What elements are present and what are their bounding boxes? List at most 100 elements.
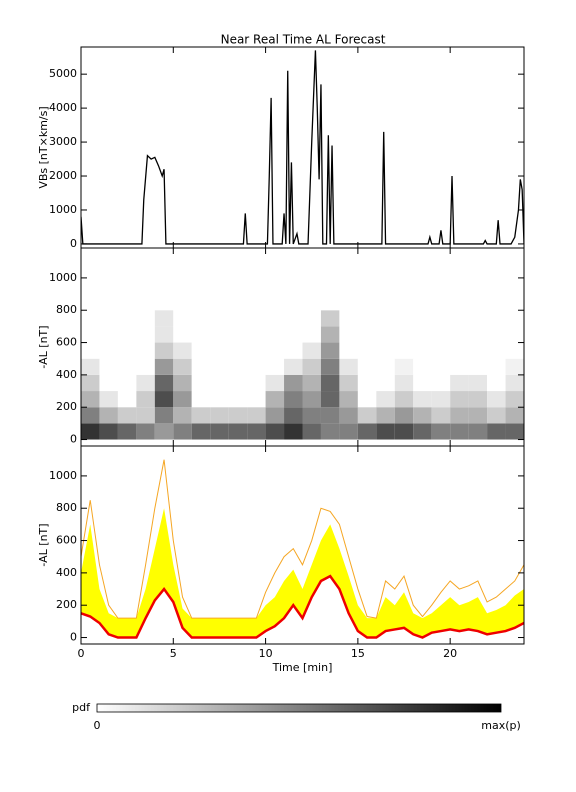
heat-cell (357, 310, 377, 327)
y-tick-label: 800 (56, 501, 77, 514)
heat-cell (431, 277, 451, 295)
heat-cell (154, 326, 174, 343)
heat-cell (173, 277, 192, 295)
heat-cell (413, 407, 432, 424)
heat-cell (431, 326, 451, 343)
heat-cell (302, 423, 321, 440)
heat-cell (228, 342, 248, 359)
heat-cell (468, 407, 488, 424)
heat-cell (431, 294, 451, 311)
heat-cell (228, 407, 248, 424)
heat-cell (450, 342, 469, 359)
y-tick-label: 2000 (49, 169, 77, 182)
heat-cell (228, 374, 248, 392)
y-axis-label: -AL [nT] (37, 325, 50, 368)
heat-cell (339, 261, 358, 278)
heat-cell (210, 407, 229, 424)
heat-cell (99, 261, 118, 278)
heat-cell (413, 423, 432, 440)
heat-cell (468, 261, 488, 278)
heat-cell (247, 374, 266, 392)
heat-cell (136, 261, 155, 278)
heat-cell (284, 423, 303, 440)
heat-cell (357, 277, 377, 295)
upper-line (81, 459, 524, 619)
heat-cell (302, 407, 321, 424)
heat-cell (487, 326, 506, 343)
heat-cell (99, 342, 118, 359)
heat-cell (339, 423, 358, 440)
heat-cell (320, 294, 340, 311)
heat-cell (376, 391, 395, 408)
heat-cell (505, 391, 524, 408)
heat-cell (413, 248, 432, 262)
x-tick-label: 10 (259, 647, 273, 660)
heat-cell (320, 342, 340, 359)
heat-cell (468, 423, 488, 440)
heat-cell (265, 407, 285, 424)
heat-cell (302, 374, 321, 392)
heat-cell (339, 294, 358, 311)
heat-cell (505, 326, 524, 343)
heat-cell (99, 248, 118, 262)
y-tick-label: 200 (56, 598, 77, 611)
data-line (81, 50, 524, 245)
heat-cell (99, 326, 118, 343)
heat-cell (81, 248, 100, 262)
y-tick-label: 5000 (49, 67, 77, 80)
heat-cell (357, 391, 377, 408)
heat-cell (81, 391, 100, 408)
heat-cell (450, 277, 469, 295)
heat-cell (468, 391, 488, 408)
heat-cell (450, 261, 469, 278)
heat-cell (265, 294, 285, 311)
heat-cell (265, 374, 285, 392)
heat-cell (450, 294, 469, 311)
heat-cell (413, 261, 432, 278)
heat-cell (191, 423, 211, 440)
heat-cell (284, 248, 303, 262)
heat-cell (191, 248, 211, 262)
heat-cell (357, 326, 377, 343)
heat-cell (357, 261, 377, 278)
heat-cell (154, 310, 174, 327)
heat-cell (136, 326, 155, 343)
heat-cell (173, 407, 192, 424)
heat-cell (431, 374, 451, 392)
heat-cell (302, 310, 321, 327)
heat-cell (265, 342, 285, 359)
heat-cell (136, 310, 155, 327)
heat-cell (431, 261, 451, 278)
heat-cell (210, 358, 229, 375)
heat-cell (191, 326, 211, 343)
heat-cell (117, 342, 137, 359)
heat-cell (468, 342, 488, 359)
heat-cell (376, 374, 395, 392)
heat-cell (339, 248, 358, 262)
heat-cell (284, 277, 303, 295)
heat-cell (505, 294, 524, 311)
heat-cell (302, 261, 321, 278)
heat-cell (136, 407, 155, 424)
heat-cell (81, 358, 100, 375)
heat-cell (413, 374, 432, 392)
heat-cell (99, 358, 118, 375)
colorbar-min: 0 (94, 719, 101, 732)
heat-cell (228, 277, 248, 295)
heat-cell (173, 374, 192, 392)
y-tick-label: 4000 (49, 101, 77, 114)
heat-cell (265, 358, 285, 375)
heat-cell (284, 374, 303, 392)
colorbar (96, 703, 502, 713)
heat-cell (81, 326, 100, 343)
heat-cell (487, 407, 506, 424)
heat-cell (284, 326, 303, 343)
heat-cell (173, 310, 192, 327)
heat-cell (265, 326, 285, 343)
heat-cell (487, 261, 506, 278)
heat-cell (450, 374, 469, 392)
heat-cell (154, 407, 174, 424)
heat-cell (284, 294, 303, 311)
heat-cell (99, 391, 118, 408)
heat-cell (191, 294, 211, 311)
